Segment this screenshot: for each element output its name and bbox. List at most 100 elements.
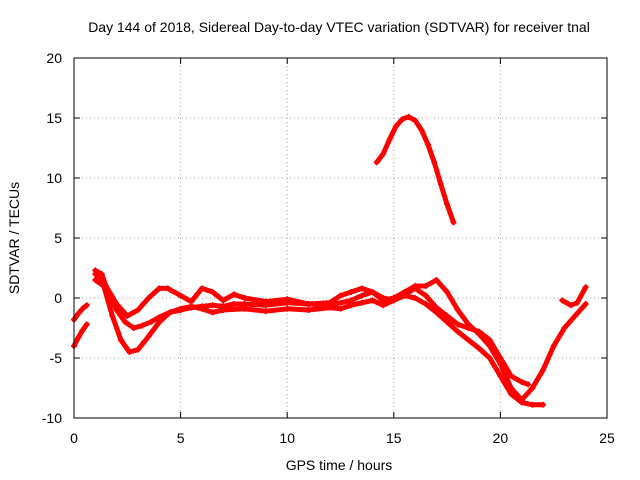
data-point [113, 301, 120, 307]
data-point [540, 401, 547, 408]
data-point [454, 328, 461, 335]
data-point [465, 337, 472, 343]
data-point [337, 292, 344, 299]
data-point [401, 289, 408, 295]
data-point [358, 299, 365, 306]
y-tick-label: 10 [46, 170, 62, 186]
data-point [373, 159, 380, 166]
data-point [198, 285, 205, 292]
data-point [126, 349, 133, 355]
data-point [572, 313, 579, 319]
data-point [486, 343, 493, 349]
data-point [437, 181, 444, 187]
data-point [433, 277, 440, 283]
data-point [305, 307, 312, 313]
data-point [567, 302, 574, 309]
data-point [431, 159, 438, 166]
x-tick-label: 15 [386, 430, 402, 446]
data-point [465, 321, 472, 328]
data-point [380, 297, 387, 304]
x-tick-label: 25 [599, 430, 615, 446]
data-point [164, 285, 171, 292]
data-point [75, 334, 82, 341]
data-point [79, 327, 86, 334]
data-point [392, 123, 399, 130]
data-point [145, 333, 152, 340]
data-point [220, 307, 227, 313]
data-point [209, 302, 216, 309]
data-point [508, 391, 515, 397]
data-point [433, 309, 440, 316]
data-point [358, 292, 365, 299]
chart-title: Day 144 of 2018, Sidereal Day-to-day VTE… [88, 19, 590, 35]
data-point [450, 219, 457, 226]
data-point [209, 289, 216, 295]
data-point [92, 271, 99, 277]
data-point [262, 308, 269, 315]
data-point [508, 385, 515, 391]
data-point [418, 127, 425, 133]
data-point [486, 337, 493, 343]
data-point [166, 309, 173, 316]
data-point [390, 295, 397, 301]
x-tick-label: 5 [177, 430, 185, 446]
data-point [130, 325, 137, 331]
data-point [486, 355, 493, 361]
data-point [422, 283, 429, 289]
data-point [412, 283, 419, 289]
data-point [230, 291, 237, 298]
x-tick-label: 0 [70, 430, 78, 446]
series-line-trace-d [92, 277, 546, 408]
data-point [109, 313, 116, 319]
data-point [134, 307, 141, 313]
data-point [518, 397, 525, 403]
data-point [147, 319, 154, 325]
data-point [399, 116, 406, 123]
data-point [444, 313, 451, 319]
y-tick-label: 5 [54, 230, 62, 246]
data-point [241, 305, 248, 312]
y-tick-label: 20 [46, 50, 62, 66]
x-tick-label: 10 [279, 430, 295, 446]
y-axis-label: SDTVAR / TECUs [6, 182, 22, 294]
data-point [454, 321, 461, 328]
data-point [412, 117, 419, 124]
data-point [75, 310, 82, 317]
data-point [83, 302, 90, 309]
data-point [134, 346, 141, 353]
data-point [139, 322, 146, 329]
data-point [550, 343, 557, 349]
data-point [444, 289, 451, 295]
data-point [412, 295, 419, 301]
data-point [444, 319, 451, 325]
y-tick-label: 15 [46, 110, 62, 126]
data-point [209, 309, 216, 316]
data-point [177, 305, 184, 312]
data-point [117, 337, 124, 343]
data-point [98, 271, 105, 277]
data-point [102, 283, 109, 289]
plot-frame [73, 57, 608, 419]
x-axis-label: GPS time / hours [286, 457, 393, 473]
data-point [156, 319, 163, 325]
y-tick-label: -5 [50, 350, 63, 366]
data-point [326, 299, 333, 306]
data-point [369, 297, 376, 304]
data-point [122, 319, 129, 325]
data-point [559, 297, 566, 304]
data-point [284, 305, 291, 312]
data-point [145, 295, 152, 301]
data-point [220, 297, 227, 304]
series-line-trace-a [71, 321, 90, 349]
data-point [454, 307, 461, 313]
data-point [348, 302, 355, 309]
data-point [188, 298, 195, 305]
data-point [497, 361, 504, 367]
data-point [348, 289, 355, 295]
data-point [380, 151, 387, 157]
y-tick-label: -10 [42, 410, 62, 426]
data-point [262, 298, 269, 305]
data-point [79, 305, 86, 312]
data-point [358, 285, 365, 292]
